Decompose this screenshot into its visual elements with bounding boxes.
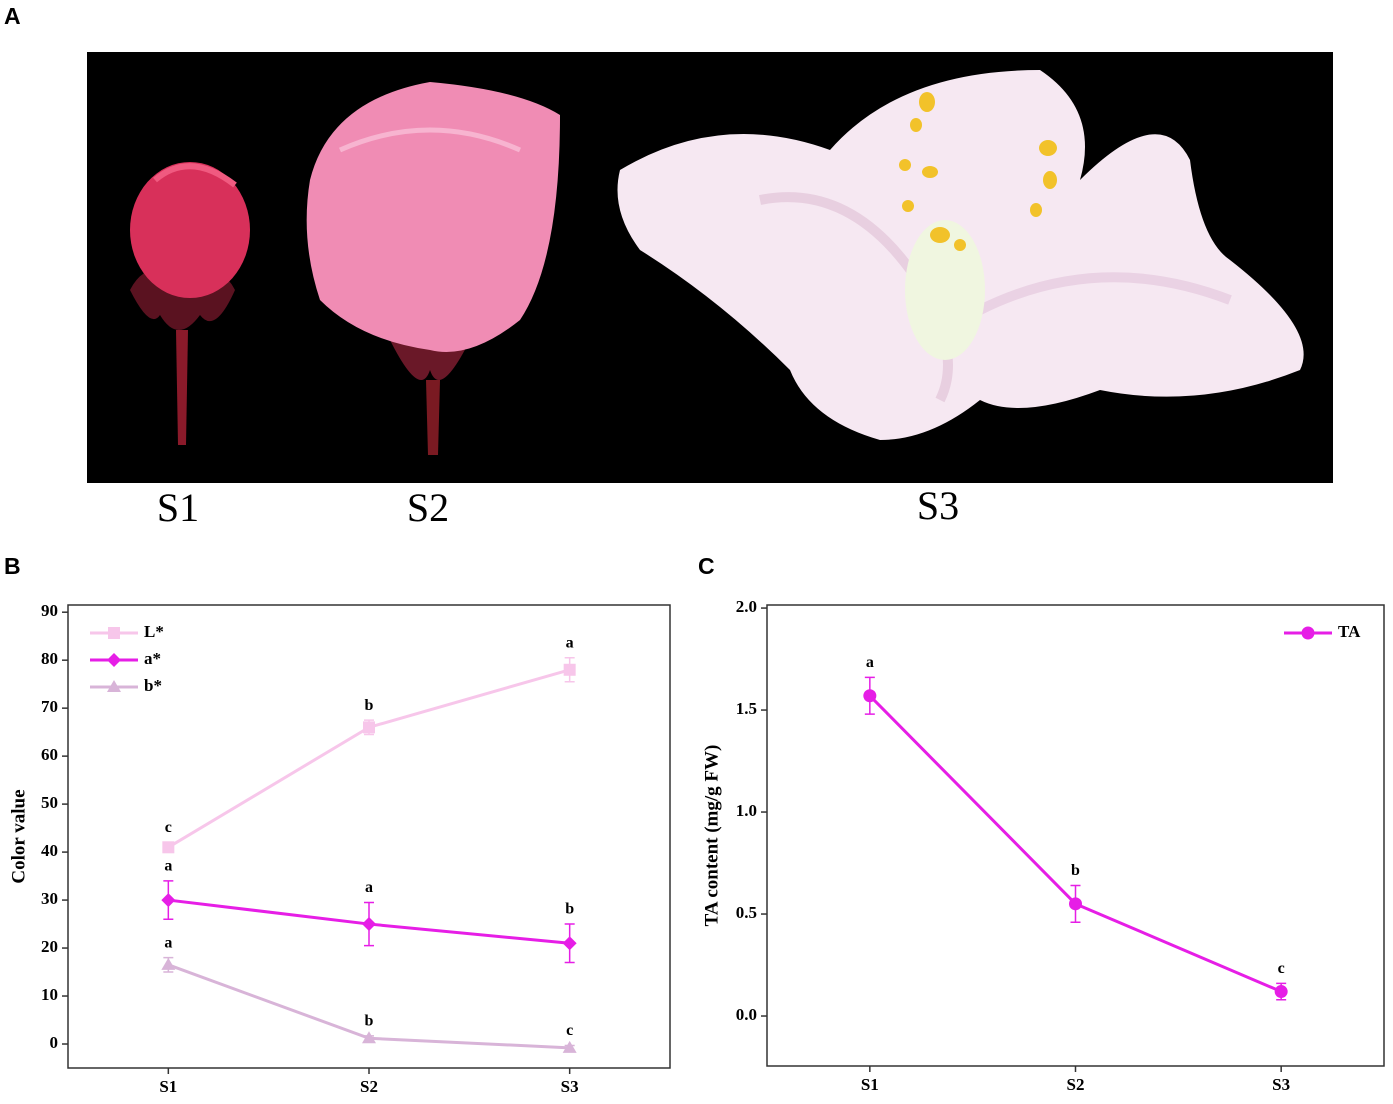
significance-letter: a <box>566 634 574 651</box>
marker <box>107 680 121 692</box>
y-tick-label: 80 <box>41 649 58 668</box>
y-tick-label: 0.5 <box>736 903 757 922</box>
x-tick-label: S1 <box>159 1077 177 1096</box>
y-tick-label: 0.0 <box>736 1005 757 1024</box>
marker <box>162 841 175 854</box>
significance-letter: a <box>164 934 172 951</box>
y-tick-label: 30 <box>41 889 58 908</box>
y-tick-label: 40 <box>41 841 58 860</box>
marker <box>562 936 577 951</box>
y-tick-label: 50 <box>41 793 58 812</box>
marker <box>563 663 576 676</box>
y-axis-label: Color value <box>8 789 29 883</box>
significance-letter: b <box>1071 862 1080 879</box>
marker <box>362 1031 376 1044</box>
panel-label: C <box>698 553 715 579</box>
plot-frame <box>766 604 1385 1067</box>
y-tick-label: 1.5 <box>736 699 757 718</box>
x-tick-label: S1 <box>861 1075 879 1094</box>
significance-letter: b <box>365 697 374 714</box>
stage-label: S2 <box>407 485 449 530</box>
x-tick-label: S3 <box>1272 1075 1290 1094</box>
significance-letter: c <box>165 819 172 836</box>
legend-label: TA <box>1338 622 1361 641</box>
significance-letter: a <box>164 858 172 875</box>
significance-letter: a <box>365 879 373 896</box>
marker <box>1274 985 1288 999</box>
significance-letter: b <box>365 1013 374 1030</box>
marker <box>362 917 376 932</box>
marker <box>161 957 176 970</box>
y-axis-label: TA content (mg/g FW) <box>701 745 722 927</box>
y-tick-label: 20 <box>41 937 58 956</box>
y-tick-label: 1.0 <box>736 801 757 820</box>
panel-label: A <box>4 3 21 29</box>
marker <box>108 627 120 639</box>
y-tick-label: 90 <box>41 601 58 620</box>
stage-label: S3 <box>917 483 959 528</box>
significance-letter: c <box>1278 960 1285 977</box>
marker <box>107 653 121 667</box>
plot-frame <box>67 604 671 1069</box>
x-tick-label: S2 <box>360 1077 378 1096</box>
marker <box>562 1040 577 1053</box>
legend-label: b* <box>144 676 162 695</box>
marker <box>1069 897 1082 911</box>
y-tick-label: 10 <box>41 985 58 1004</box>
marker <box>161 893 176 908</box>
flower-photo <box>87 52 1333 483</box>
panel-label: B <box>4 553 21 579</box>
x-tick-label: S3 <box>561 1077 579 1096</box>
legend-label: L* <box>144 622 164 641</box>
significance-letter: c <box>566 1022 573 1039</box>
y-tick-label: 60 <box>41 745 58 764</box>
marker <box>1301 626 1315 640</box>
legend-label: a* <box>144 649 161 668</box>
significance-letter: b <box>565 901 574 918</box>
stage-label: S1 <box>157 485 199 530</box>
marker <box>863 689 877 703</box>
significance-letter: a <box>866 654 874 671</box>
y-tick-label: 70 <box>41 697 58 716</box>
series-line <box>868 694 1282 993</box>
marker <box>363 721 375 734</box>
y-tick-label: 2.0 <box>736 597 757 616</box>
x-tick-label: S2 <box>1067 1075 1085 1094</box>
y-tick-label: 0 <box>50 1033 59 1052</box>
